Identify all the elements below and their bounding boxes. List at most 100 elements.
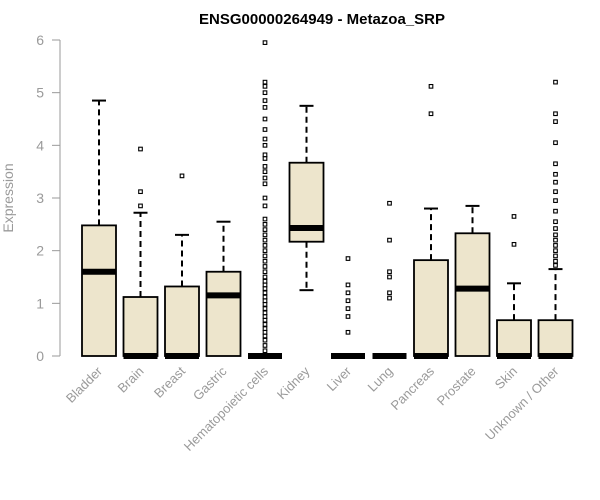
outlier-point: [262, 290, 268, 296]
outlier-point: [262, 221, 268, 227]
outlier-point: [262, 105, 268, 110]
x-tick-label: Lung: [365, 364, 396, 395]
y-tick-label: 4: [36, 137, 44, 153]
outlier-point: [428, 111, 434, 117]
outlier-point: [262, 333, 268, 339]
box-6: [331, 256, 365, 359]
box-body: [164, 285, 200, 357]
outlier-point: [138, 203, 143, 209]
outlier-point: [262, 243, 268, 248]
outlier-point: [387, 200, 392, 206]
box-0: [81, 99, 117, 357]
outlier-point: [138, 146, 143, 152]
outlier-point: [262, 181, 268, 187]
x-tick-label: Breast: [151, 363, 188, 400]
outlier-point: [387, 237, 392, 243]
box-3: [205, 220, 242, 357]
outlier-point: [262, 294, 268, 300]
box-7: [372, 200, 407, 359]
outlier-point: [553, 226, 558, 231]
outlier-point: [262, 306, 268, 311]
outlier-point: [553, 179, 558, 185]
outlier-point: [262, 169, 268, 175]
y-axis: 0 1 2 3 4 5 6: [36, 32, 61, 364]
box-body: [454, 232, 491, 357]
outlier-point: [262, 232, 268, 238]
outlier-point: [262, 258, 268, 264]
box-11: [537, 79, 574, 359]
outlier-point: [262, 164, 268, 169]
outlier-point: [553, 161, 558, 167]
outlier-point: [262, 302, 268, 307]
outlier-point: [387, 274, 392, 280]
outlier-point: [262, 195, 268, 201]
outlier-point: [553, 198, 558, 203]
box-body: [205, 270, 242, 357]
outlier-point: [262, 152, 268, 158]
outlier-point: [553, 263, 558, 268]
y-tick-label: 2: [36, 243, 44, 259]
box-body: [81, 224, 117, 357]
x-tick-label: Kidney: [274, 363, 313, 402]
outlier-point: [553, 208, 558, 214]
box-10: [496, 214, 532, 359]
outlier-point: [262, 286, 268, 291]
outlier-point: [387, 269, 392, 275]
outlier-point: [262, 348, 268, 354]
outlier-point: [553, 248, 558, 254]
y-tick-label: 6: [36, 32, 44, 48]
box-body: [537, 319, 574, 357]
outlier-point: [511, 214, 517, 219]
outlier-point: [138, 189, 143, 195]
outlier-point: [553, 258, 558, 264]
x-tick-label: Pancreas: [388, 363, 438, 413]
x-tick-label: Skin: [492, 364, 520, 392]
outlier-point: [262, 248, 268, 254]
box-5: [288, 104, 325, 292]
y-axis-label: Expression: [0, 163, 16, 232]
outlier-point: [553, 253, 558, 259]
outlier-point: [262, 343, 268, 348]
x-tick-label: Brain: [115, 364, 147, 396]
outlier-point: [262, 337, 268, 343]
outlier-point: [262, 227, 268, 232]
outlier-point: [262, 264, 268, 269]
boxes-layer: [81, 40, 574, 359]
box-4: [248, 40, 282, 359]
outlier-point: [262, 216, 268, 222]
box-1: [122, 146, 159, 359]
y-tick-label: 5: [36, 85, 44, 101]
outlier-point: [262, 237, 268, 243]
box-body: [413, 259, 449, 357]
outlier-point: [553, 140, 558, 146]
outlier-point: [553, 237, 558, 243]
outlier-point: [553, 119, 558, 124]
outlier-point: [345, 290, 351, 296]
outlier-point: [553, 79, 558, 85]
outlier-point: [262, 329, 268, 335]
outlier-point: [345, 256, 351, 261]
outlier-point: [262, 40, 268, 45]
box-body: [496, 319, 532, 357]
outlier-point: [262, 203, 268, 209]
y-tick-label: 0: [36, 348, 44, 364]
outlier-point: [262, 136, 268, 142]
outlier-point: [262, 274, 268, 280]
outlier-point: [553, 171, 558, 177]
outlier-point: [262, 314, 268, 319]
x-tick-label: Bladder: [63, 363, 106, 406]
outlier-point: [262, 253, 268, 259]
outlier-point: [553, 111, 558, 117]
outlier-point: [262, 83, 268, 89]
box-body: [122, 296, 159, 357]
outlier-point: [262, 116, 268, 122]
box-8: [413, 83, 449, 359]
x-tick-label: Unknown / Other: [482, 363, 562, 443]
outlier-point: [262, 90, 268, 96]
x-tick-label: Prostate: [434, 364, 479, 409]
outlier-point: [262, 310, 268, 316]
outlier-point: [262, 156, 268, 161]
chart-title: ENSG00000264949 - Metazoa_SRP: [199, 11, 445, 28]
